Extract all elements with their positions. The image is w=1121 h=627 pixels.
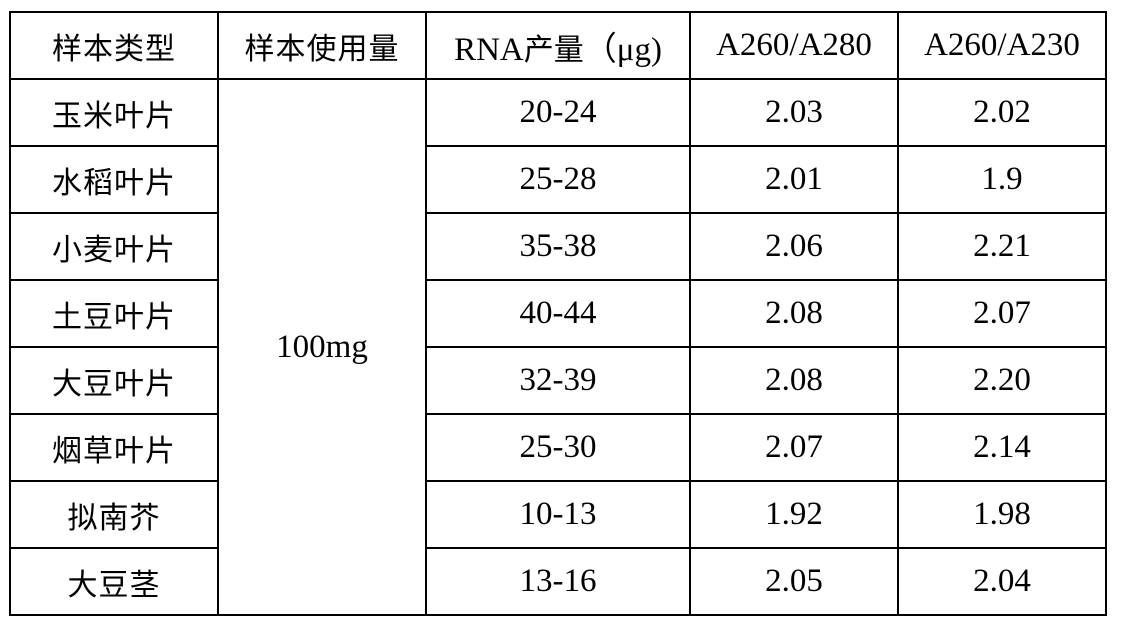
cell-a260-a230: 2.04 bbox=[897, 547, 1107, 616]
cell-sample-type: 水稻叶片 bbox=[9, 145, 219, 214]
header-a260-a230: A260/A230 bbox=[897, 11, 1107, 80]
header-sample-type: 样本类型 bbox=[9, 11, 219, 80]
header-sample-amount: 样本使用量 bbox=[217, 11, 427, 80]
table-row: 小麦叶片 35-38 2.06 2.21 bbox=[9, 212, 1107, 281]
cell-a260-a230: 2.02 bbox=[897, 78, 1107, 147]
header-a260-a280: A260/A280 bbox=[689, 11, 899, 80]
cell-a260-a280: 2.01 bbox=[689, 145, 899, 214]
cell-a260-a280: 2.05 bbox=[689, 547, 899, 616]
cell-sample-type: 小麦叶片 bbox=[9, 212, 219, 281]
cell-a260-a280: 2.08 bbox=[689, 279, 899, 348]
table-row: 大豆茎 13-16 2.05 2.04 bbox=[9, 547, 1107, 616]
cell-sample-type: 烟草叶片 bbox=[9, 413, 219, 482]
header-rna-yield-unit: （μg) bbox=[583, 31, 662, 68]
cell-rna-yield: 40-44 bbox=[425, 279, 691, 348]
cell-a260-a230: 2.21 bbox=[897, 212, 1107, 281]
cell-sample-type: 大豆叶片 bbox=[9, 346, 219, 415]
cell-rna-yield: 13-16 bbox=[425, 547, 691, 616]
cell-rna-yield: 32-39 bbox=[425, 346, 691, 415]
cell-shared-amount: 100mg bbox=[217, 78, 427, 616]
cell-rna-yield: 20-24 bbox=[425, 78, 691, 147]
table-row: 玉米叶片 100mg 20-24 2.03 2.02 bbox=[9, 78, 1107, 616]
cell-rna-yield: 35-38 bbox=[425, 212, 691, 281]
table-row: 拟南芥 10-13 1.92 1.98 bbox=[9, 480, 1107, 549]
cell-rna-yield: 10-13 bbox=[425, 480, 691, 549]
header-rna-yield-prefix: RNA bbox=[454, 31, 524, 68]
cell-a260-a280: 2.03 bbox=[689, 78, 899, 147]
cell-sample-type: 土豆叶片 bbox=[9, 279, 219, 348]
cell-rna-yield: 25-28 bbox=[425, 145, 691, 214]
table-row: 水稻叶片 25-28 2.01 1.9 bbox=[9, 145, 1107, 214]
header-rna-yield: RNA产量（μg) bbox=[425, 11, 691, 80]
cell-a260-a230: 2.20 bbox=[897, 346, 1107, 415]
cell-sample-type: 大豆茎 bbox=[9, 547, 219, 616]
table-row: 土豆叶片 40-44 2.08 2.07 bbox=[9, 279, 1107, 348]
table-row: 烟草叶片 25-30 2.07 2.14 bbox=[9, 413, 1107, 482]
cell-a260-a280: 2.07 bbox=[689, 413, 899, 482]
cell-a260-a230: 2.07 bbox=[897, 279, 1107, 348]
cell-sample-type: 玉米叶片 bbox=[9, 78, 219, 147]
table-header-row: 样本类型 样本使用量 RNA产量（μg) A260/A280 A260/A230 bbox=[9, 11, 1107, 80]
cell-a260-a230: 2.14 bbox=[897, 413, 1107, 482]
cell-a260-a280: 2.08 bbox=[689, 346, 899, 415]
cell-rna-yield: 25-30 bbox=[425, 413, 691, 482]
cell-a260-a230: 1.98 bbox=[897, 480, 1107, 549]
cell-a260-a280: 1.92 bbox=[689, 480, 899, 549]
cell-sample-type: 拟南芥 bbox=[9, 480, 219, 549]
cell-a260-a230: 1.9 bbox=[897, 145, 1107, 214]
rna-yield-table: 样本类型 样本使用量 RNA产量（μg) A260/A280 A260/A230… bbox=[9, 11, 1107, 616]
cell-a260-a280: 2.06 bbox=[689, 212, 899, 281]
header-rna-yield-cjk: 产量 bbox=[523, 32, 584, 68]
table-row: 大豆叶片 32-39 2.08 2.20 bbox=[9, 346, 1107, 415]
